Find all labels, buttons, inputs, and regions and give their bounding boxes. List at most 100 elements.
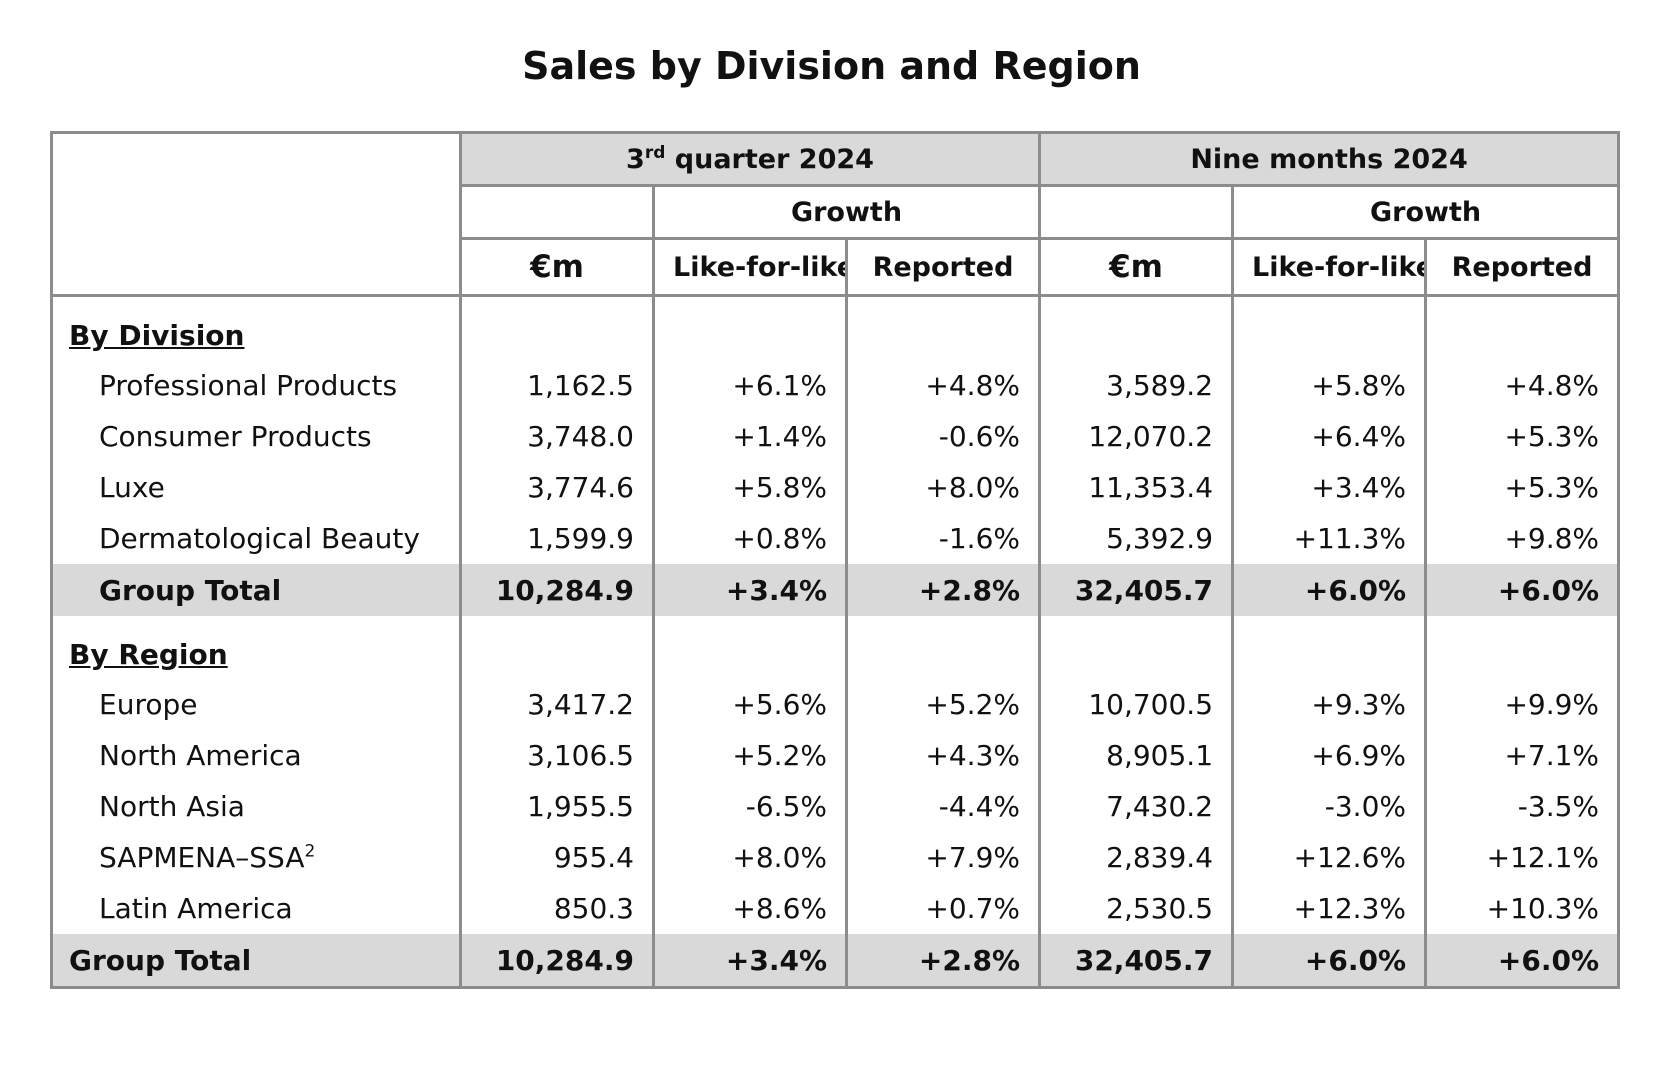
- cell-9m-em: 2,530.5: [1038, 883, 1235, 934]
- total-row-division: Group Total 10,284.9 +3.4% +2.8% 32,405.…: [50, 564, 1621, 616]
- cell-q3-lfl: -6.5%: [652, 781, 848, 832]
- total-row-region: Group Total 10,284.9 +3.4% +2.8% 32,405.…: [50, 934, 1621, 988]
- table-row: North Asia 1,955.5 -6.5% -4.4% 7,430.2 -…: [50, 781, 1621, 832]
- header-9m-growth: Growth: [1231, 184, 1621, 239]
- cell-9m-em: 5,392.9: [1038, 513, 1235, 564]
- cell-9m-lfl: +6.4%: [1231, 411, 1428, 462]
- cell-q3-em: 3,106.5: [459, 730, 655, 781]
- cell-q3-em: 1,599.9: [459, 513, 655, 564]
- header-q3-em: €m: [459, 237, 655, 296]
- cell-9m-reported: +6.0%: [1424, 564, 1621, 616]
- cell-q3-reported: +8.0%: [844, 462, 1042, 513]
- cell-9m-em: 12,070.2: [1038, 411, 1235, 462]
- table-row: Consumer Products 3,748.0 +1.4% -0.6% 12…: [50, 411, 1621, 462]
- cell-q3-reported: +4.8%: [844, 360, 1042, 411]
- header-9m-em: €m: [1038, 237, 1235, 296]
- empty-cell: [459, 616, 655, 679]
- cell-9m-reported: +6.0%: [1424, 934, 1621, 988]
- section-heading-region: By Region: [50, 616, 462, 679]
- header-period-q3: 3rd quarter 2024: [458, 132, 1042, 186]
- cell-q3-reported: -1.6%: [844, 513, 1042, 564]
- empty-cell: [459, 295, 655, 360]
- header-q3-growth: Growth: [651, 184, 1042, 239]
- table-row: Europe 3,417.2 +5.6% +5.2% 10,700.5 +9.3…: [50, 679, 1621, 730]
- cell-9m-lfl: +9.3%: [1231, 679, 1428, 730]
- cell-9m-reported: -3.5%: [1424, 781, 1621, 832]
- cell-q3-lfl: +8.0%: [652, 832, 848, 883]
- cell-9m-lfl: +12.3%: [1231, 883, 1428, 934]
- cell-q3-em: 850.3: [459, 883, 655, 934]
- table-row: Latin America 850.3 +8.6% +0.7% 2,530.5 …: [50, 883, 1621, 934]
- cell-q3-em: 3,748.0: [459, 411, 655, 462]
- empty-cell: [844, 295, 1042, 360]
- period-q3-number: 3: [626, 143, 645, 175]
- cell-q3-em: 3,774.6: [459, 462, 655, 513]
- cell-q3-reported: +2.8%: [844, 934, 1042, 988]
- table-row: Luxe 3,774.6 +5.8% +8.0% 11,353.4 +3.4% …: [50, 462, 1621, 513]
- empty-cell: [652, 295, 848, 360]
- cell-9m-lfl: +12.6%: [1231, 832, 1428, 883]
- cell-9m-em: 7,430.2: [1038, 781, 1235, 832]
- cell-9m-em: 11,353.4: [1038, 462, 1235, 513]
- empty-cell: [1424, 295, 1621, 360]
- cell-q3-reported: +7.9%: [844, 832, 1042, 883]
- row-label: Europe: [50, 679, 462, 730]
- cell-9m-lfl: -3.0%: [1231, 781, 1428, 832]
- header-q3-em-spacer: [459, 184, 655, 239]
- cell-9m-lfl: +3.4%: [1231, 462, 1428, 513]
- header-row-columns: €m Like-for-like Reported €m Like-for-li…: [51, 237, 1621, 296]
- row-label-text: SAPMENA–SSA: [99, 841, 305, 874]
- cell-9m-reported: +12.1%: [1424, 832, 1621, 883]
- cell-9m-lfl: +6.0%: [1231, 934, 1428, 988]
- empty-cell: [844, 616, 1042, 679]
- row-label: Dermatological Beauty: [50, 513, 462, 564]
- cell-9m-reported: +4.8%: [1424, 360, 1621, 411]
- period-q3-ordinal: rd: [644, 142, 666, 163]
- sales-table: 3rd quarter 2024 Nine months 2024 Growth…: [50, 131, 1621, 989]
- section-row-division: By Division: [50, 295, 1621, 360]
- cell-q3-reported: +0.7%: [844, 883, 1042, 934]
- cell-9m-em: 8,905.1: [1038, 730, 1235, 781]
- empty-cell: [1231, 616, 1428, 679]
- cell-q3-lfl: +6.1%: [652, 360, 848, 411]
- cell-q3-reported: +2.8%: [844, 564, 1042, 616]
- page-title: Sales by Division and Region: [522, 44, 1141, 88]
- header-corner: [50, 132, 462, 296]
- cell-9m-lfl: +6.9%: [1231, 730, 1428, 781]
- header-q3-lfl: Like-for-like: [652, 237, 848, 296]
- cell-9m-reported: +9.8%: [1424, 513, 1621, 564]
- row-label: Group Total: [50, 564, 462, 616]
- cell-9m-em: 10,700.5: [1038, 679, 1235, 730]
- section-row-region: By Region: [50, 616, 1621, 679]
- row-label: Latin America: [50, 883, 462, 934]
- cell-q3-em: 1,955.5: [459, 781, 655, 832]
- header-row-growth: Growth Growth: [52, 184, 1621, 239]
- cell-q3-lfl: +0.8%: [652, 513, 848, 564]
- cell-9m-lfl: +11.3%: [1231, 513, 1428, 564]
- cell-9m-reported: +5.3%: [1424, 411, 1621, 462]
- row-label: North Asia: [50, 781, 462, 832]
- section-heading-division: By Division: [50, 295, 462, 360]
- cell-q3-lfl: +8.6%: [652, 883, 848, 934]
- header-row-periods: 3rd quarter 2024 Nine months 2024: [50, 132, 1621, 296]
- empty-cell: [1038, 616, 1235, 679]
- cell-9m-reported: +7.1%: [1424, 730, 1621, 781]
- cell-q3-reported: -0.6%: [844, 411, 1042, 462]
- row-label: Group Total: [50, 934, 462, 988]
- header-period-9m: Nine months 2024: [1038, 132, 1621, 186]
- cell-9m-em: 32,405.7: [1038, 934, 1235, 988]
- header-9m-lfl: Like-for-like: [1231, 237, 1428, 296]
- cell-q3-em: 10,284.9: [459, 564, 655, 616]
- empty-cell: [652, 616, 848, 679]
- cell-q3-reported: +4.3%: [844, 730, 1042, 781]
- footnote-marker: 2: [304, 841, 316, 862]
- empty-cell: [1038, 295, 1235, 360]
- cell-q3-lfl: +5.6%: [652, 679, 848, 730]
- empty-cell: [1424, 616, 1621, 679]
- cell-9m-em: 2,839.4: [1038, 832, 1235, 883]
- table-row: Professional Products 1,162.5 +6.1% +4.8…: [50, 360, 1621, 411]
- cell-9m-reported: +5.3%: [1424, 462, 1621, 513]
- cell-9m-reported: +9.9%: [1424, 679, 1621, 730]
- table-row: SAPMENA–SSA2 955.4 +8.0% +7.9% 2,839.4 +…: [50, 832, 1621, 883]
- cell-q3-em: 1,162.5: [459, 360, 655, 411]
